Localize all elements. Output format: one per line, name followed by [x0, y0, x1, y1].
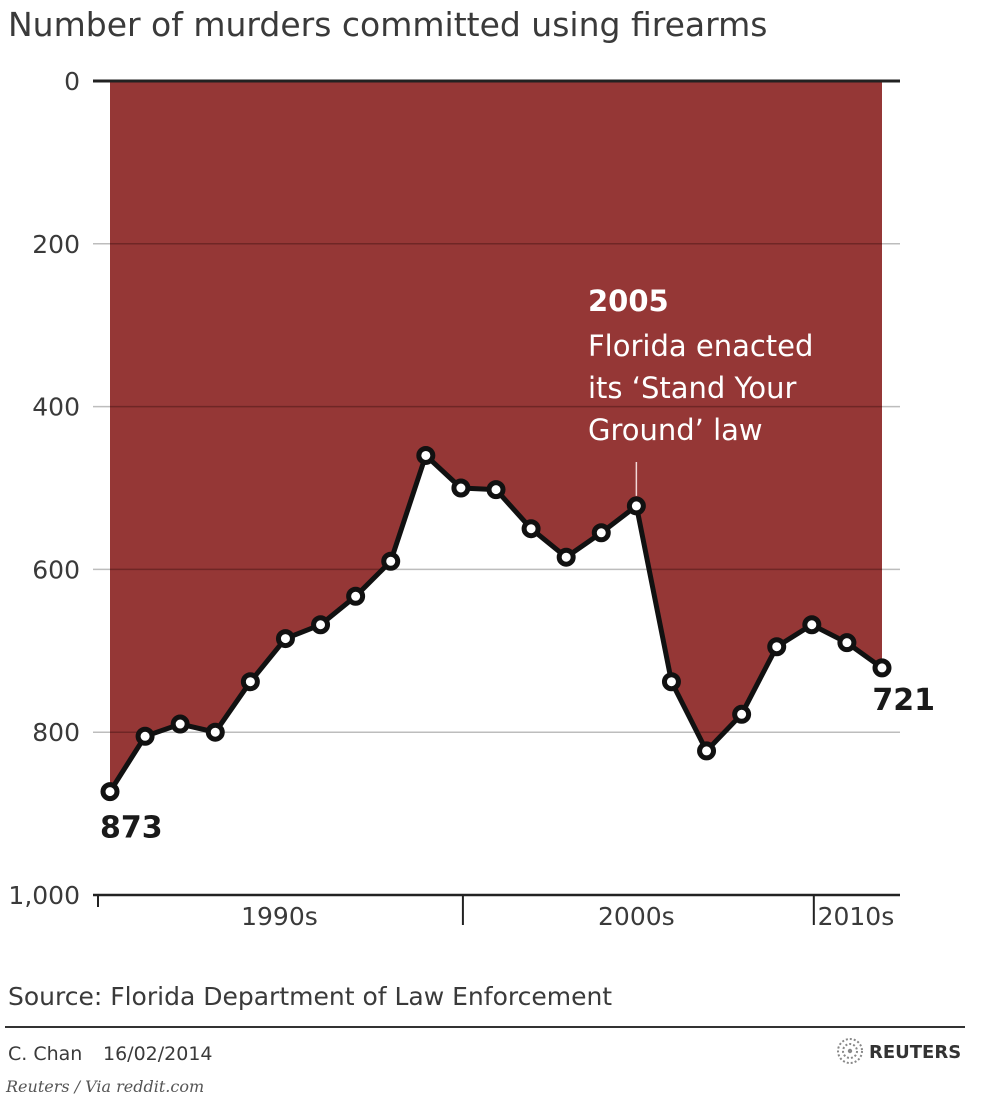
annotation-year: 2005 — [588, 284, 669, 318]
data-label-721: 721 — [872, 683, 935, 718]
area-fill — [110, 81, 882, 792]
data-point-2007 — [732, 704, 752, 724]
annotation-line-2: its ‘Stand Your — [588, 371, 797, 405]
credit-author: C. Chan — [8, 1043, 82, 1065]
x-tick-label-1990s: 1990s — [241, 902, 318, 931]
x-tick-label-2010s: 2010s — [818, 902, 895, 931]
x-tick-label-2000s: 2000s — [598, 902, 675, 931]
data-point-1997 — [381, 551, 401, 571]
chart-title: Number of murders committed using firear… — [8, 5, 767, 44]
data-point-1989 — [100, 782, 120, 802]
y-tick-label-600: 600 — [32, 555, 80, 584]
data-point-1992 — [205, 722, 225, 742]
data-point-2005 — [661, 672, 681, 692]
data-point-2009 — [802, 615, 822, 635]
data-point-1993 — [240, 672, 260, 692]
data-point-2004 — [626, 496, 646, 516]
data-point-1998 — [416, 445, 436, 465]
annotation-line-1: Florida enacted — [588, 329, 813, 363]
data-point-2003 — [591, 523, 611, 543]
data-point-2008 — [767, 637, 787, 657]
data-point-2011 — [872, 658, 892, 678]
credit-date: 16/02/2014 — [103, 1043, 213, 1065]
data-point-1991 — [170, 714, 190, 734]
y-tick-label-1000: 1,000 — [8, 881, 80, 910]
data-point-1999 — [451, 478, 471, 498]
y-tick-label-200: 200 — [32, 230, 80, 259]
via-credit: Reuters / Via reddit.com — [5, 1077, 204, 1096]
data-point-2001 — [521, 519, 541, 539]
data-point-1994 — [275, 629, 295, 649]
data-point-2000 — [486, 480, 506, 500]
data-point-1996 — [346, 586, 366, 606]
source-note: Source: Florida Department of Law Enforc… — [8, 982, 612, 1011]
data-point-1995 — [311, 615, 331, 635]
annotation-line-3: Ground’ law — [588, 413, 763, 447]
y-tick-label-400: 400 — [32, 393, 80, 422]
data-point-2010 — [837, 633, 857, 653]
brand-name: REUTERS — [869, 1042, 961, 1063]
data-point-2006 — [697, 741, 717, 761]
y-tick-label-0: 0 — [64, 67, 80, 96]
data-point-1990 — [135, 726, 155, 746]
data-label-873: 873 — [100, 811, 163, 846]
plot-area: 0 200 400 600 800 1,000 1990s 2000s 2010s 873 721 2… — [8, 67, 935, 931]
reuters-dot-logo-icon — [837, 1038, 863, 1064]
y-tick-label-800: 800 — [32, 718, 80, 747]
data-point-2002 — [556, 547, 576, 567]
